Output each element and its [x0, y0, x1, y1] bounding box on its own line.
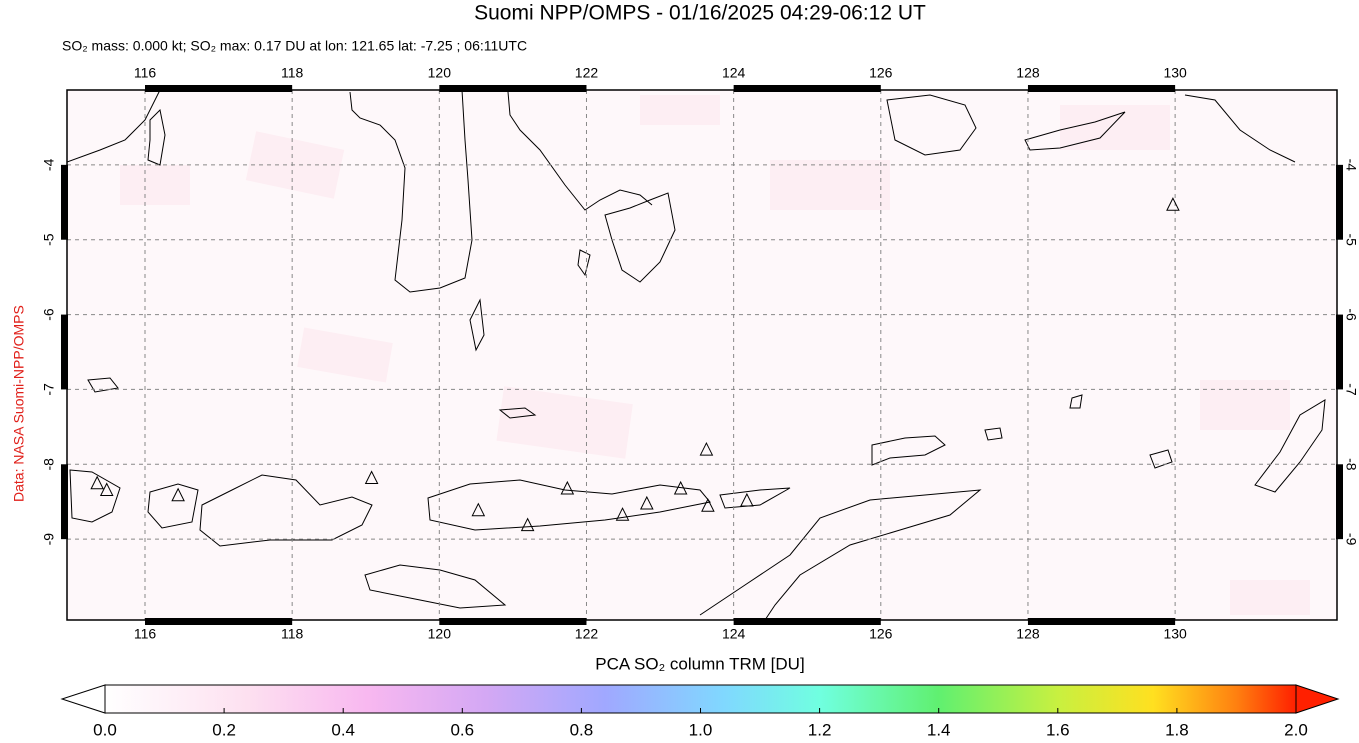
- x-tick-label: 120: [428, 65, 452, 81]
- y-tick-label: -5: [1343, 233, 1359, 246]
- colorbar-tick-label: 0.4: [331, 720, 355, 739]
- x-tick-label: 122: [575, 65, 599, 81]
- x-tick-label: 128: [1016, 65, 1040, 81]
- y-tick-label: -7: [1343, 383, 1359, 396]
- x-tick-label: 122: [575, 626, 599, 642]
- y-tick-label: -4: [1343, 159, 1359, 172]
- frame-band: [1336, 314, 1343, 390]
- chart-title: Suomi NPP/OMPS - 01/16/2025 04:29-06:12 …: [474, 2, 926, 25]
- colorbar-high-arrow: [1295, 684, 1340, 714]
- colorbar-tick-label: 1.4: [927, 720, 951, 739]
- frame-band: [1336, 164, 1343, 240]
- x-tick-label: 126: [869, 65, 893, 81]
- map-area: [67, 90, 1337, 620]
- colorbar-tick-label: 0.8: [570, 720, 594, 739]
- volcano: [701, 498, 715, 512]
- frame-band: [733, 618, 881, 625]
- frame-bands: [61, 85, 1343, 625]
- x-tick-label: 116: [134, 626, 157, 642]
- frame-band: [61, 464, 68, 540]
- frame-band: [733, 85, 881, 92]
- volcano: [520, 517, 535, 532]
- colorbar-tick-label: 1.6: [1046, 720, 1070, 739]
- subtitle: SO₂ mass: 0.000 kt; SO₂ max: 0.17 DU at …: [62, 38, 527, 54]
- colorbar-tick-label: 1.2: [808, 720, 832, 739]
- volcano: [171, 487, 185, 502]
- x-tick-label: 116: [134, 65, 157, 81]
- y-tick-label: -7: [41, 383, 57, 396]
- colorbar-tick-label: 1.0: [689, 720, 713, 739]
- x-tick-label: 130: [1163, 65, 1187, 81]
- x-tick-label: 120: [428, 626, 452, 642]
- y-tick-label: -6: [1343, 308, 1359, 321]
- x-tick-label: 128: [1016, 626, 1040, 642]
- frame-band: [439, 85, 587, 92]
- y-tick-label: -9: [41, 533, 57, 546]
- frame-band: [61, 164, 68, 240]
- credit: Data: NASA Suomi-NPP/OMPS: [11, 305, 27, 502]
- colorbar-tick-label: 0.0: [93, 720, 117, 739]
- frame-band: [1027, 85, 1176, 92]
- volcano: [740, 492, 754, 507]
- volcano: [640, 495, 654, 510]
- y-tick-label: -9: [1343, 533, 1359, 546]
- colorbar-tick-label: 2.0: [1284, 720, 1308, 739]
- frame-band: [1027, 618, 1176, 625]
- x-tick-label: 124: [722, 626, 746, 642]
- volcano: [673, 480, 688, 495]
- grid: [67, 90, 1337, 620]
- y-tick-label: -6: [41, 308, 57, 321]
- frame-band: [439, 618, 587, 625]
- frame-band: [1336, 464, 1343, 540]
- x-tick-label: 118: [281, 65, 304, 81]
- volcano: [99, 482, 114, 496]
- x-tick-label: 126: [869, 626, 893, 642]
- colorbar-tick-label: 1.8: [1165, 720, 1189, 739]
- colorbar-tick-label: 0.6: [450, 720, 474, 739]
- colorbar-tick-label: 0.2: [212, 720, 236, 739]
- colorbar: 0.0 0.2 0.4 0.6 0.8 1.0 1.2 1.4 1.6 1.8 2.0: [60, 684, 1340, 739]
- y-tick-label: -4: [41, 158, 57, 171]
- volcano: [615, 507, 630, 521]
- y-tick-label: -8: [1343, 458, 1359, 471]
- colorbar-label: PCA SO₂ column TRM [DU]: [595, 654, 804, 673]
- volcano: [90, 475, 104, 490]
- volcano: [560, 480, 575, 495]
- axis-ticks: 116 116 118 118 120 120 122 122 124 124 126 126 128 1…: [41, 65, 1359, 642]
- frame-band: [144, 618, 293, 625]
- frame-band: [61, 314, 68, 390]
- y-tick-label: -8: [41, 458, 57, 471]
- so2-patches: [120, 95, 1310, 615]
- volcano: [699, 441, 714, 456]
- x-tick-label: 118: [281, 626, 304, 642]
- volcano: [1166, 197, 1180, 211]
- x-tick-label: 124: [722, 65, 746, 81]
- colorbar-low-arrow: [60, 684, 106, 714]
- volcano-layer: [90, 197, 1180, 532]
- x-tick-label: 130: [1163, 626, 1187, 642]
- frame-band: [144, 85, 293, 92]
- volcano: [364, 470, 379, 485]
- volcano: [471, 502, 486, 517]
- y-tick-label: -5: [41, 233, 57, 246]
